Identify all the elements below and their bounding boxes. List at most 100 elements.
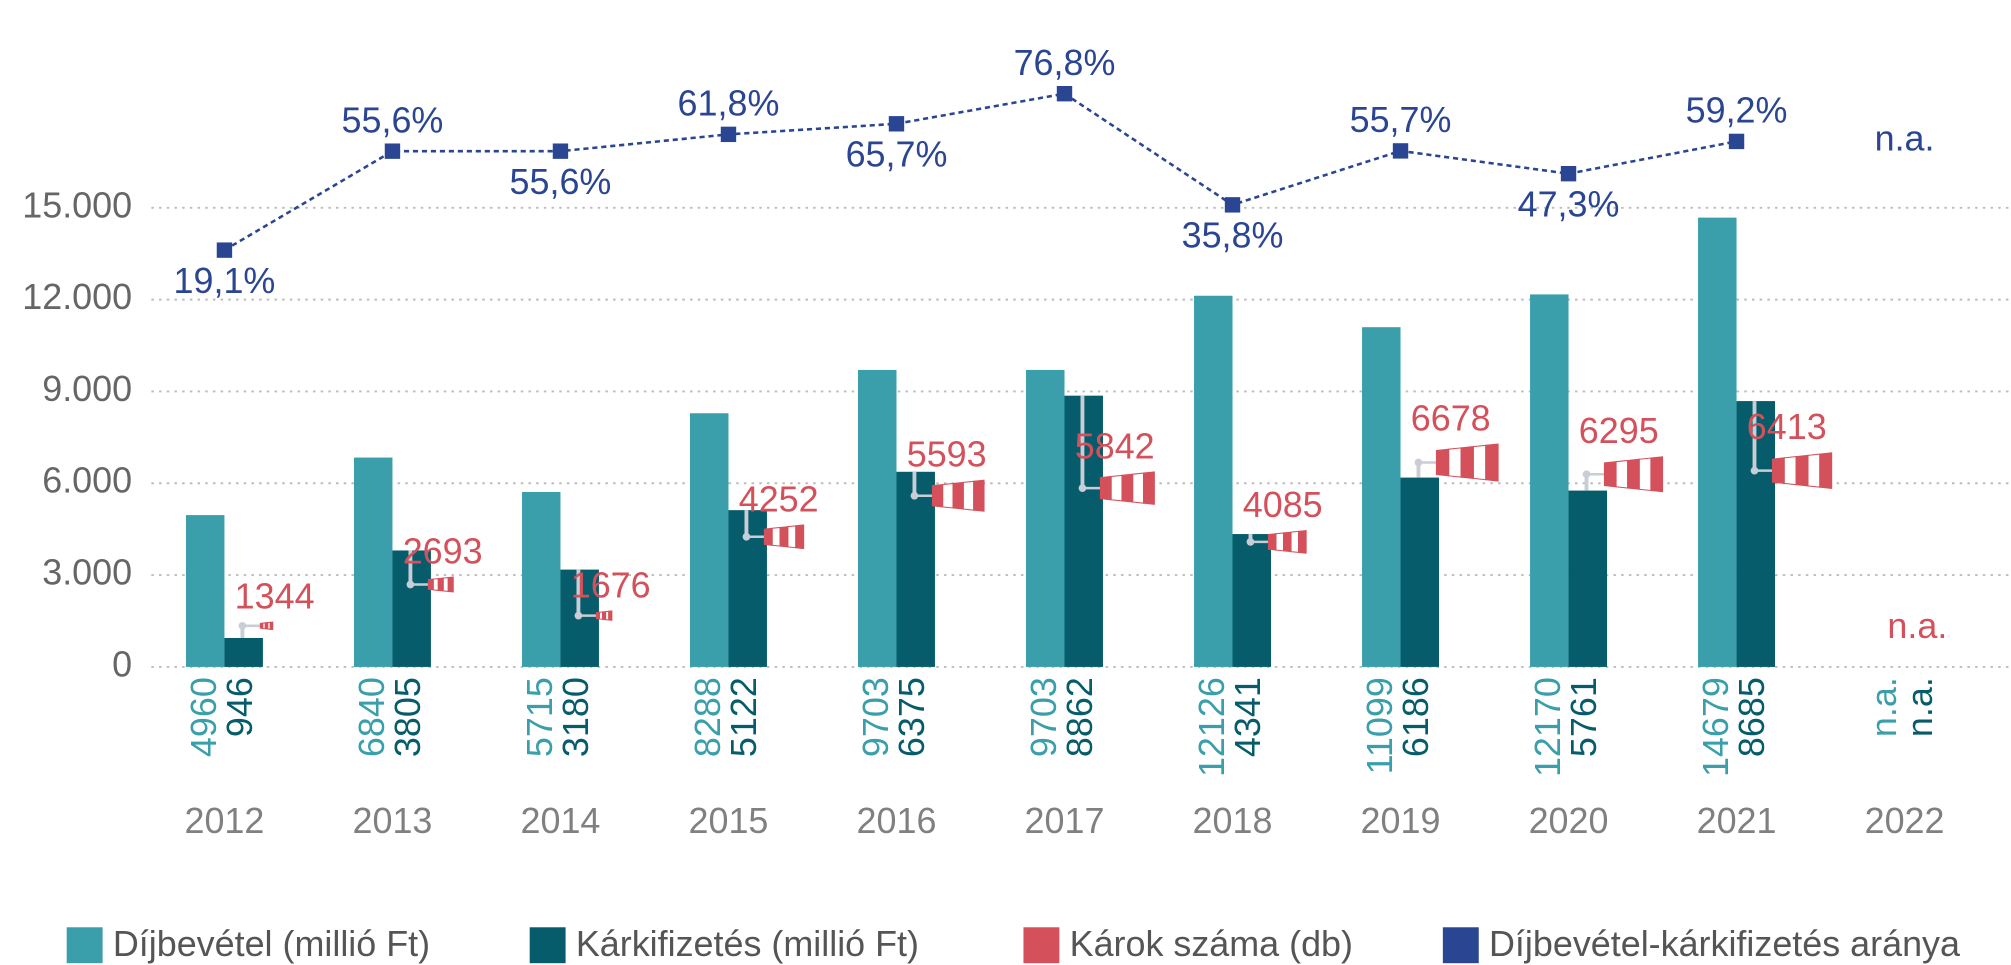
windsock-stripe bbox=[952, 481, 964, 510]
windsock-stripe bbox=[1448, 447, 1462, 478]
windsock-label: 5593 bbox=[907, 434, 987, 475]
windsock bbox=[1414, 443, 1499, 482]
windsock-stripe bbox=[1807, 453, 1821, 488]
windsock-knob bbox=[1750, 466, 1759, 475]
windsock-stripe bbox=[1638, 457, 1652, 492]
windsock-knob bbox=[574, 611, 583, 620]
windsock-knob bbox=[1078, 484, 1087, 492]
bar-value-label: 6840 bbox=[351, 677, 392, 757]
legend-label: Díjbevétel (millió Ft) bbox=[113, 923, 430, 964]
windsock-label: 1676 bbox=[571, 564, 651, 605]
windsock-stripe bbox=[269, 621, 274, 631]
ratio-marker bbox=[888, 116, 905, 132]
ratio-label: 19,1% bbox=[174, 260, 276, 301]
bar bbox=[1026, 369, 1065, 667]
windsock-stripe bbox=[1627, 458, 1640, 490]
y-tick-label: 6.000 bbox=[42, 460, 132, 501]
legend-label: Díjbevétel-kárkifizetés aránya bbox=[1489, 923, 1960, 964]
x-tick-label: 2021 bbox=[1697, 800, 1777, 841]
windsock-stripe bbox=[437, 577, 444, 592]
windsock-stripe bbox=[432, 578, 439, 591]
bar-value-label: 5761 bbox=[1563, 677, 1604, 757]
windsock-stripe bbox=[962, 480, 975, 511]
windsock-stripe bbox=[1267, 533, 1277, 551]
bar bbox=[689, 413, 729, 667]
x-tick-label: 2018 bbox=[1193, 800, 1273, 841]
windsock-stripe bbox=[442, 576, 449, 593]
windsock-stripe bbox=[1783, 456, 1797, 486]
windsock-stripe bbox=[787, 525, 797, 549]
windsock-label: n.a. bbox=[1887, 605, 1947, 646]
windsock-stripe bbox=[1435, 448, 1450, 477]
ratio-label: 47,3% bbox=[1518, 184, 1620, 225]
bar bbox=[224, 637, 263, 667]
windsock bbox=[742, 510, 805, 550]
x-tick-label: 2022 bbox=[1865, 800, 1945, 841]
windsock-stripe bbox=[1615, 459, 1629, 489]
windsock-stripe bbox=[1298, 530, 1307, 554]
bar-value-label: 946 bbox=[219, 677, 260, 737]
windsock-knob bbox=[238, 621, 247, 630]
windsock bbox=[574, 569, 613, 621]
bar-value-label: n.a. bbox=[1899, 677, 1940, 737]
bar-value-label: 6186 bbox=[1395, 677, 1436, 757]
bar-value-label: 8685 bbox=[1731, 677, 1772, 757]
windsock-stripe bbox=[1290, 530, 1300, 553]
windsock-stripe bbox=[1282, 531, 1292, 553]
x-tick-label: 2015 bbox=[689, 800, 769, 841]
x-tick-label: 2019 bbox=[1361, 800, 1441, 841]
ratio-marker bbox=[552, 143, 569, 159]
ratio-marker bbox=[1056, 86, 1073, 102]
y-tick-label: 3.000 bbox=[42, 552, 132, 593]
windsock-stripe bbox=[795, 524, 805, 550]
ratio-label: 59,2% bbox=[1686, 90, 1788, 131]
x-tick-label: 2014 bbox=[521, 800, 601, 841]
bar bbox=[1530, 294, 1569, 667]
windsock bbox=[238, 621, 274, 638]
bar bbox=[1698, 217, 1737, 667]
bar bbox=[896, 471, 935, 667]
bar-value-label: 9703 bbox=[1023, 677, 1064, 757]
y-tick-label: 15.000 bbox=[22, 184, 132, 225]
ratio-marker bbox=[1728, 133, 1745, 150]
windsock-stripe bbox=[763, 527, 773, 546]
bar-value-label: 12170 bbox=[1527, 677, 1568, 777]
legend-swatch bbox=[1023, 927, 1060, 964]
windsock-stripe bbox=[1099, 475, 1112, 501]
ratio-line bbox=[223, 92, 1737, 252]
windsock-stripe bbox=[931, 484, 944, 508]
ratio-marker bbox=[216, 242, 233, 258]
legend-swatch bbox=[529, 927, 566, 964]
windsock-label: 4085 bbox=[1243, 484, 1323, 525]
bar bbox=[858, 369, 897, 667]
x-tick-label: 2016 bbox=[857, 800, 937, 841]
windsock-label: 6678 bbox=[1411, 397, 1491, 438]
windsock-stripe bbox=[1650, 456, 1664, 493]
windsock bbox=[1246, 530, 1307, 554]
ratio-label: 65,7% bbox=[846, 134, 948, 175]
windsock-label: 6413 bbox=[1747, 406, 1827, 447]
bar-value-label: 9703 bbox=[855, 677, 896, 757]
bar-value-label: 11099 bbox=[1359, 677, 1400, 774]
bar bbox=[1194, 295, 1233, 667]
x-tick-label: 2017 bbox=[1025, 800, 1105, 841]
bar bbox=[1232, 534, 1271, 667]
windsock bbox=[910, 471, 985, 512]
windsock-stripe bbox=[1275, 532, 1285, 552]
ratio-label: 55,6% bbox=[510, 161, 612, 202]
bar-value-label: 4960 bbox=[183, 677, 224, 757]
windsock-knob bbox=[1246, 538, 1255, 546]
bar-value-label: 4341 bbox=[1227, 677, 1268, 757]
windsock-stripe bbox=[1143, 471, 1155, 505]
ratio-label: n.a. bbox=[1875, 118, 1935, 159]
windsock bbox=[1078, 395, 1155, 505]
y-tick-label: 0 bbox=[112, 643, 132, 684]
ratio-label: 76,8% bbox=[1014, 42, 1116, 83]
bar bbox=[353, 457, 393, 667]
windsock-stripe bbox=[1132, 472, 1145, 504]
windsock-stripe bbox=[1472, 444, 1487, 481]
legend-label: Kárkifizetés (millió Ft) bbox=[576, 923, 919, 964]
windsock-stripe bbox=[1603, 461, 1617, 488]
bar bbox=[1362, 327, 1401, 667]
